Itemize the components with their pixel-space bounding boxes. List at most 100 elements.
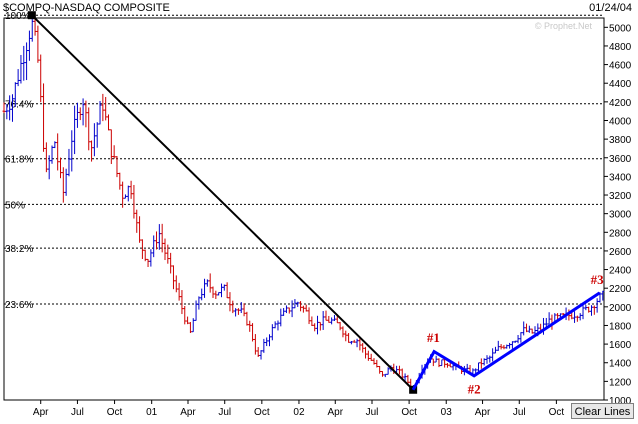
ohlc-bar [228, 292, 232, 312]
ohlc-bar [53, 141, 57, 149]
y-tick-label-4: 1800 [609, 321, 632, 332]
ohlc-bar [47, 155, 51, 180]
ohlc-bar [177, 282, 181, 301]
ohlc-bar [293, 299, 297, 309]
ohlc-bar [440, 359, 444, 367]
x-tick-label-14: Oct [549, 407, 565, 418]
ohlc-bar [214, 290, 218, 300]
ohlc-bar [222, 284, 226, 291]
ohlc-bar [364, 346, 368, 359]
ohlc-bar [5, 104, 9, 120]
y-tick-label-19: 4800 [609, 42, 632, 53]
ohlc-bar [118, 172, 122, 190]
ohlc-bar [90, 140, 94, 162]
ohlc-bar [180, 290, 184, 315]
drawn-lines[interactable] [27, 11, 601, 394]
ohlc-bar [321, 311, 325, 330]
ohlc-bar [203, 278, 207, 298]
ohlc-bar [347, 333, 351, 343]
ohlc-bar [200, 288, 204, 301]
ohlc-bar [431, 358, 435, 367]
ohlc-bar [485, 355, 489, 364]
ohlc-bar [530, 328, 534, 334]
y-tick-label-17: 4400 [609, 79, 632, 90]
y-tick-label-15: 4000 [609, 116, 632, 127]
ohlc-bar [208, 273, 212, 293]
ohlc-bar [160, 223, 164, 253]
ohlc-bar [482, 358, 486, 366]
ohlc-bar [290, 300, 294, 318]
ohlc-bar [217, 292, 221, 296]
ohlc-bar [383, 373, 387, 378]
ohlc-bar [265, 337, 269, 347]
y-tick-label-9: 2800 [609, 228, 632, 239]
fib-label-5: 23.6% [5, 300, 33, 311]
ohlc-bar [25, 42, 29, 81]
ohlc-bar [341, 326, 345, 338]
y-tick-label-5: 2000 [609, 303, 632, 314]
ohlc-bar [64, 168, 68, 196]
ohlc-bar [251, 323, 255, 342]
ohlc-bar [132, 184, 136, 219]
chart-date: 01/24/04 [589, 2, 632, 14]
ohlc-bar [358, 337, 362, 351]
ohlc-bar [268, 334, 272, 347]
ohlc-bar [129, 180, 133, 199]
ohlc-bar [316, 315, 320, 335]
ohlc-bar [318, 321, 322, 331]
ohlc-bar [330, 317, 334, 325]
ohlc-bar [525, 323, 529, 333]
ohlc-bar [123, 194, 127, 199]
ohlc-bar [245, 311, 249, 326]
fib-grid: 100% 76.4% 61.8% 50% 38.2% 23.6% [4, 11, 604, 311]
ohlc-bar [115, 156, 119, 178]
ohlc-bar [171, 265, 175, 290]
annotations: #1 #2 #3 [427, 272, 604, 396]
y-tick-label-10: 3000 [609, 210, 632, 221]
ohlc-bar [573, 311, 577, 323]
ohlc-bar [149, 249, 153, 267]
ohlc-bar [236, 308, 240, 315]
clear-lines-button[interactable]: Clear Lines [571, 403, 634, 419]
ohlc-bar [510, 341, 514, 349]
ohlc-bar [61, 167, 65, 203]
ohlc-bar [403, 373, 407, 382]
ohlc-bar [8, 95, 12, 121]
ohlc-bar [287, 307, 291, 314]
ohlc-bar [355, 338, 359, 348]
ohlc-bar [493, 346, 497, 354]
ohlc-bar [304, 304, 308, 312]
ohlc-bar [22, 45, 26, 81]
ohlc-bar [310, 316, 314, 326]
ohlc-bar [50, 145, 54, 164]
ohlc-bar [324, 310, 328, 321]
y-tick-label-13: 3600 [609, 154, 632, 165]
ohlc-bar [344, 330, 348, 342]
ohlc-bar [584, 304, 588, 311]
fib-label-2: 61.8% [5, 155, 33, 166]
ohlc-bar [533, 326, 537, 335]
y-tick-label-11: 3200 [609, 191, 632, 202]
ohlc-bar [36, 25, 40, 63]
ohlc-bar [496, 340, 500, 351]
ohlc-bar [135, 209, 139, 233]
ohlc-bar [84, 100, 88, 128]
ohlc-bar [581, 303, 585, 320]
ohlc-bar [121, 181, 125, 208]
ohlc-bar [30, 16, 34, 42]
ohlc-bar [369, 353, 373, 361]
y-tick-label-12: 3400 [609, 172, 632, 183]
ohlc-bar [10, 94, 14, 122]
ohlc-bar [242, 303, 246, 317]
ohlc-bar [39, 54, 43, 103]
ohlc-bar [592, 305, 596, 315]
ohlc-bar [270, 324, 274, 341]
y-tick-label-3: 1600 [609, 340, 632, 351]
ohlc-bar [19, 54, 23, 84]
ohlc-bar [109, 129, 113, 165]
y-axis: 1000 1200 1400 1600 1800 2000 2200 2400 2600 2800… [604, 23, 632, 407]
ohlc-bar [211, 286, 215, 298]
ohlc-bar [70, 130, 74, 172]
ohlc-bar [101, 93, 105, 122]
